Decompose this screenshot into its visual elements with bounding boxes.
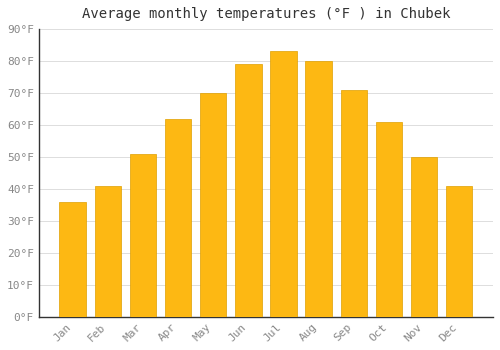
Bar — [411, 157, 438, 317]
Bar — [94, 186, 121, 317]
Bar — [60, 202, 86, 317]
Bar — [130, 154, 156, 317]
Bar — [200, 93, 226, 317]
Bar — [165, 119, 191, 317]
Bar — [235, 64, 262, 317]
Bar — [446, 186, 472, 317]
Bar — [270, 51, 296, 317]
Bar — [340, 90, 367, 317]
Title: Average monthly temperatures (°F ) in Chubek: Average monthly temperatures (°F ) in Ch… — [82, 7, 450, 21]
Bar — [376, 122, 402, 317]
Bar — [306, 61, 332, 317]
